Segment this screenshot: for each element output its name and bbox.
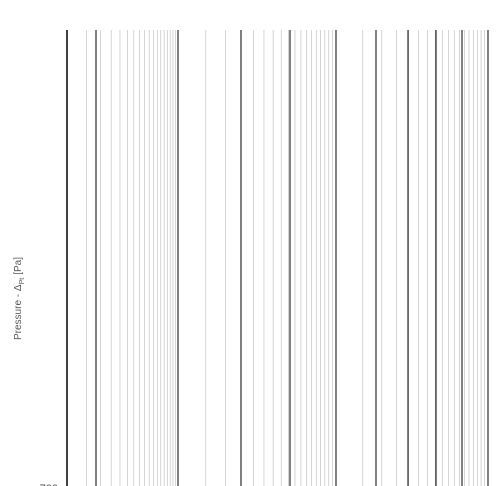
y-tick-labels: 80090010001100120013001400700 — [40, 483, 58, 486]
y-axis-label-subscript: Pt — [19, 278, 26, 285]
y-axis-label-text: Pressure - Δ — [13, 284, 24, 340]
axes — [66, 30, 68, 486]
major-grid — [95, 30, 489, 486]
minor-grid — [66, 30, 489, 486]
y-tick-label-partial: 700 — [40, 483, 58, 486]
y-axis-label: Pressure - ΔPt [Pa] — [13, 257, 26, 340]
y-axis-label-unit: [Pa] — [13, 257, 24, 275]
